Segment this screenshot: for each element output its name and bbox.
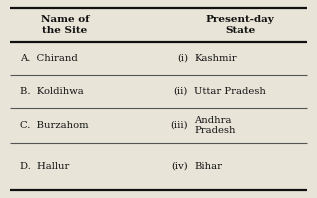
Text: A.  Chirand: A. Chirand	[20, 54, 78, 63]
Text: D.  Hallur: D. Hallur	[20, 162, 69, 171]
Text: Andhra
Pradesh: Andhra Pradesh	[194, 116, 236, 135]
Text: (ii): (ii)	[174, 87, 188, 96]
Text: C.  Burzahom: C. Burzahom	[20, 121, 89, 130]
Text: Bihar: Bihar	[194, 162, 222, 171]
Text: B.  Koldihwa: B. Koldihwa	[20, 87, 84, 96]
Text: (i): (i)	[177, 54, 188, 63]
Text: (iii): (iii)	[170, 121, 188, 130]
Text: (iv): (iv)	[171, 162, 188, 171]
Text: Name of
the Site: Name of the Site	[41, 15, 89, 35]
Text: Kashmir: Kashmir	[194, 54, 236, 63]
Text: Present-day
State: Present-day State	[206, 15, 275, 35]
Text: Uttar Pradesh: Uttar Pradesh	[194, 87, 266, 96]
